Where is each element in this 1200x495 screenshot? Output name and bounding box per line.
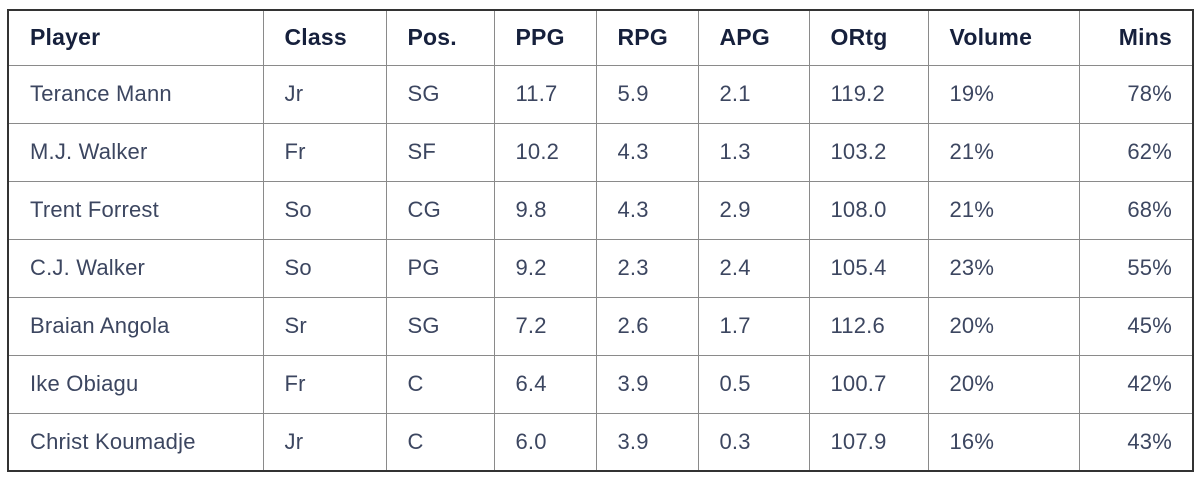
cell-class: So [262,180,387,240]
cell-ortg: 107.9 [808,412,929,472]
cell-apg: 1.7 [697,296,810,356]
cell-ortg: 119.2 [808,64,929,124]
table-row: Ike Obiagu Fr C 6.4 3.9 0.5 100.7 20% 42% [7,354,1194,414]
column-header-rpg: RPG [595,9,699,66]
cell-pos: SF [385,122,495,182]
cell-pos: PG [385,238,495,298]
cell-ppg: 6.0 [493,412,597,472]
cell-class: Fr [262,354,387,414]
column-header-mins: Mins [1078,9,1194,66]
cell-rpg: 3.9 [595,412,699,472]
cell-mins: 68% [1078,180,1194,240]
cell-rpg: 4.3 [595,122,699,182]
table-row: Terance Mann Jr SG 11.7 5.9 2.1 119.2 19% 78% [7,64,1194,124]
cell-pos: SG [385,296,495,356]
cell-player: Christ Koumadje [7,412,264,472]
cell-ortg: 108.0 [808,180,929,240]
header-row: Player Class Pos. PPG RPG APG ORtg Volume Mins [7,9,1194,66]
cell-volume: 20% [927,354,1080,414]
cell-volume: 21% [927,180,1080,240]
cell-ortg: 103.2 [808,122,929,182]
table-row: C.J. Walker So PG 9.2 2.3 2.4 105.4 23% 55% [7,238,1194,298]
cell-rpg: 2.6 [595,296,699,356]
cell-player: Terance Mann [7,64,264,124]
cell-class: Fr [262,122,387,182]
cell-pos: SG [385,64,495,124]
cell-rpg: 3.9 [595,354,699,414]
cell-pos: C [385,412,495,472]
column-header-ortg: ORtg [808,9,929,66]
table-row: Braian Angola Sr SG 7.2 2.6 1.7 112.6 20% 45% [7,296,1194,356]
cell-rpg: 2.3 [595,238,699,298]
cell-player: Ike Obiagu [7,354,264,414]
column-header-apg: APG [697,9,810,66]
cell-player: C.J. Walker [7,238,264,298]
table-row: M.J. Walker Fr SF 10.2 4.3 1.3 103.2 21% 62% [7,122,1194,182]
cell-apg: 1.3 [697,122,810,182]
cell-rpg: 4.3 [595,180,699,240]
cell-volume: 19% [927,64,1080,124]
cell-player: Braian Angola [7,296,264,356]
cell-apg: 2.1 [697,64,810,124]
cell-class: Jr [262,412,387,472]
cell-ppg: 7.2 [493,296,597,356]
cell-mins: 55% [1078,238,1194,298]
cell-class: So [262,238,387,298]
cell-ppg: 10.2 [493,122,597,182]
player-stats-table: Player Class Pos. PPG RPG APG ORtg Volume Mins T… [7,9,1194,472]
cell-volume: 16% [927,412,1080,472]
cell-ortg: 112.6 [808,296,929,356]
cell-class: Sr [262,296,387,356]
cell-pos: CG [385,180,495,240]
cell-volume: 20% [927,296,1080,356]
column-header-pos: Pos. [385,9,495,66]
cell-ppg: 11.7 [493,64,597,124]
cell-mins: 42% [1078,354,1194,414]
table-row: Trent Forrest So CG 9.8 4.3 2.9 108.0 21% 68% [7,180,1194,240]
cell-ppg: 6.4 [493,354,597,414]
cell-apg: 2.9 [697,180,810,240]
cell-pos: C [385,354,495,414]
column-header-volume: Volume [927,9,1080,66]
cell-apg: 0.3 [697,412,810,472]
column-header-ppg: PPG [493,9,597,66]
cell-ortg: 100.7 [808,354,929,414]
cell-mins: 43% [1078,412,1194,472]
cell-rpg: 5.9 [595,64,699,124]
cell-player: Trent Forrest [7,180,264,240]
cell-mins: 62% [1078,122,1194,182]
cell-apg: 0.5 [697,354,810,414]
table-head: Player Class Pos. PPG RPG APG ORtg Volume Mins [7,9,1194,66]
table-row: Christ Koumadje Jr C 6.0 3.9 0.3 107.9 16% 43% [7,412,1194,472]
cell-ortg: 105.4 [808,238,929,298]
cell-apg: 2.4 [697,238,810,298]
table-body: Terance Mann Jr SG 11.7 5.9 2.1 119.2 19% 78% M.J… [7,64,1194,472]
cell-ppg: 9.8 [493,180,597,240]
cell-mins: 78% [1078,64,1194,124]
column-header-player: Player [7,9,264,66]
column-header-class: Class [262,9,387,66]
cell-player: M.J. Walker [7,122,264,182]
cell-class: Jr [262,64,387,124]
cell-ppg: 9.2 [493,238,597,298]
cell-volume: 21% [927,122,1080,182]
cell-mins: 45% [1078,296,1194,356]
cell-volume: 23% [927,238,1080,298]
